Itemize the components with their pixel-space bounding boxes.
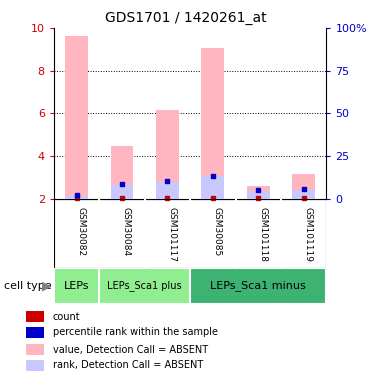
Bar [111, 147, 133, 199]
Bar [247, 186, 270, 199]
Bar [190, 268, 326, 304]
Bar [65, 195, 88, 199]
Bar [54, 268, 99, 304]
Text: LEPs: LEPs [64, 281, 89, 291]
Text: value, Detection Call = ABSENT: value, Detection Call = ABSENT [53, 345, 208, 354]
Bar [292, 174, 315, 199]
Text: GSM30084: GSM30084 [122, 207, 131, 256]
Bar [201, 48, 224, 199]
Text: GSM30082: GSM30082 [76, 207, 86, 256]
Text: LEPs_Sca1 plus: LEPs_Sca1 plus [107, 280, 182, 291]
Text: GSM101119: GSM101119 [304, 207, 313, 262]
Bar [156, 182, 179, 199]
Bar [111, 185, 133, 199]
Bar [201, 176, 224, 199]
Text: ▶: ▶ [42, 279, 51, 292]
Bar [65, 36, 88, 199]
Bar [99, 268, 190, 304]
Text: cell type: cell type [4, 281, 51, 291]
Bar [156, 110, 179, 199]
Text: count: count [53, 312, 81, 322]
Text: rank, Detection Call = ABSENT: rank, Detection Call = ABSENT [53, 360, 203, 370]
Bar [26, 311, 45, 322]
Bar [247, 190, 270, 199]
Bar [26, 360, 45, 370]
Bar [26, 327, 45, 338]
Text: LEPs_Sca1 minus: LEPs_Sca1 minus [210, 280, 306, 291]
Text: GSM101117: GSM101117 [167, 207, 177, 262]
Text: GSM101118: GSM101118 [258, 207, 267, 262]
Bar [292, 190, 315, 199]
Bar [26, 344, 45, 355]
Text: percentile rank within the sample: percentile rank within the sample [53, 327, 218, 338]
Text: GDS1701 / 1420261_at: GDS1701 / 1420261_at [105, 11, 266, 25]
Text: GSM30085: GSM30085 [213, 207, 222, 256]
